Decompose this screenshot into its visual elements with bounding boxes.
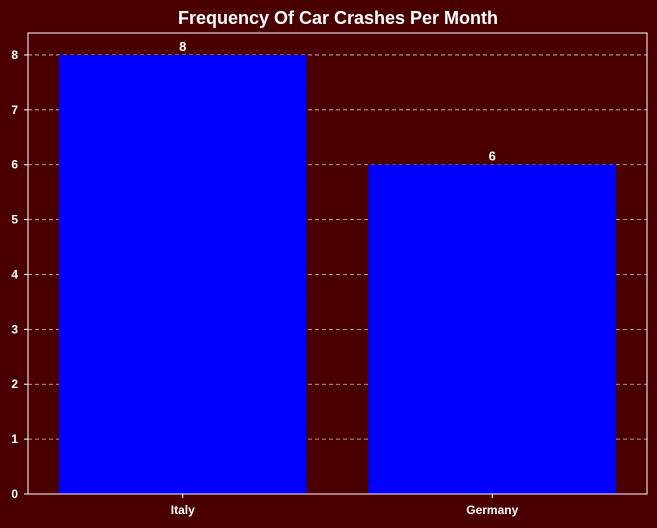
data-label: 6 xyxy=(489,149,496,164)
y-axis-ticks: 0 1 2 3 4 5 6 7 8 xyxy=(11,48,28,501)
y-tick-label: 1 xyxy=(11,432,18,446)
x-tick-label: Germany xyxy=(466,503,518,517)
grid-lines xyxy=(28,54,647,440)
data-label: 8 xyxy=(179,39,186,54)
plot-frame xyxy=(27,32,648,495)
bar-italy xyxy=(58,54,307,494)
y-tick-label: 0 xyxy=(11,487,18,501)
bars xyxy=(58,54,617,494)
bar-germany xyxy=(368,164,617,494)
y-tick-label: 2 xyxy=(11,377,18,391)
y-tick-label: 6 xyxy=(11,158,18,172)
chart-title: Frequency Of Car Crashes Per Month xyxy=(178,8,498,28)
data-labels: 86 xyxy=(179,39,496,164)
y-tick-label: 4 xyxy=(11,267,18,281)
x-tick-label: Italy xyxy=(171,503,195,517)
y-tick-label: 3 xyxy=(11,322,18,336)
y-tick-label: 5 xyxy=(11,213,18,227)
y-tick-label: 8 xyxy=(11,48,18,62)
y-tick-label: 7 xyxy=(11,103,18,117)
x-axis-ticks: Italy Germany xyxy=(171,494,519,517)
